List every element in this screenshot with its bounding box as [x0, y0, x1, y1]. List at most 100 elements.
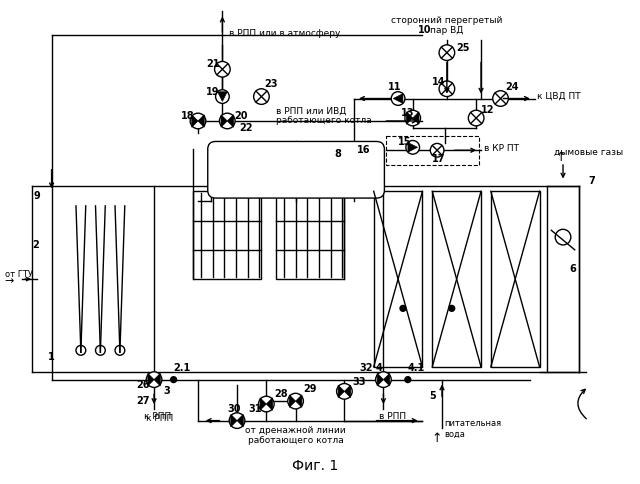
Circle shape — [405, 377, 411, 382]
Text: 17: 17 — [432, 154, 445, 164]
Polygon shape — [198, 115, 204, 127]
Circle shape — [493, 91, 508, 106]
Text: 9: 9 — [33, 191, 40, 201]
Text: сторонний перегретый: сторонний перегретый — [391, 16, 502, 25]
FancyBboxPatch shape — [208, 141, 385, 198]
Text: 19: 19 — [206, 87, 220, 97]
Text: 16: 16 — [357, 145, 371, 155]
Text: ↑: ↑ — [432, 432, 442, 445]
Circle shape — [405, 110, 420, 126]
Text: 4: 4 — [376, 363, 382, 373]
Bar — [276, 191, 344, 279]
Text: ↑: ↑ — [556, 151, 566, 164]
Circle shape — [391, 91, 405, 106]
Text: от ГТУ: от ГТУ — [4, 270, 33, 279]
Text: 20: 20 — [234, 111, 248, 121]
Circle shape — [216, 90, 229, 104]
Bar — [387, 136, 479, 165]
Polygon shape — [266, 398, 273, 410]
Circle shape — [288, 393, 303, 409]
Text: 21: 21 — [206, 60, 220, 69]
Polygon shape — [344, 385, 351, 397]
Circle shape — [229, 413, 245, 428]
Text: 27: 27 — [136, 396, 150, 406]
Circle shape — [259, 396, 274, 412]
Text: 8: 8 — [335, 149, 342, 159]
Polygon shape — [260, 398, 266, 410]
Text: вода: вода — [444, 430, 465, 439]
Text: 26: 26 — [136, 379, 150, 390]
Circle shape — [400, 305, 406, 311]
Circle shape — [406, 140, 420, 154]
Text: дымовые газы: дымовые газы — [554, 148, 623, 157]
Text: в РПП: в РПП — [378, 412, 406, 421]
Text: Фиг. 1: Фиг. 1 — [292, 459, 338, 473]
Polygon shape — [148, 373, 154, 386]
Polygon shape — [377, 373, 383, 386]
Circle shape — [376, 372, 391, 387]
Polygon shape — [394, 94, 403, 103]
Polygon shape — [154, 373, 160, 386]
Circle shape — [337, 383, 352, 399]
Circle shape — [449, 305, 454, 311]
Text: к ЦВД ПТ: к ЦВД ПТ — [537, 92, 580, 101]
Text: 14: 14 — [432, 77, 445, 87]
Circle shape — [439, 45, 454, 60]
Text: к РПП: к РПП — [147, 414, 173, 423]
Polygon shape — [289, 395, 296, 408]
Text: в КР ПТ: в КР ПТ — [484, 144, 519, 153]
Polygon shape — [192, 115, 198, 127]
Polygon shape — [338, 385, 344, 397]
Circle shape — [220, 113, 235, 129]
Circle shape — [214, 61, 230, 77]
Bar — [491, 191, 540, 367]
Polygon shape — [296, 395, 302, 408]
Polygon shape — [237, 414, 243, 427]
Text: 13: 13 — [401, 108, 415, 118]
Text: 29: 29 — [303, 384, 317, 394]
Text: 28: 28 — [274, 389, 288, 399]
Polygon shape — [221, 115, 227, 127]
Text: 4.1: 4.1 — [408, 363, 425, 373]
Text: 7: 7 — [588, 177, 595, 186]
Text: работающего котла: работающего котла — [276, 117, 372, 125]
Text: к РПП: к РПП — [144, 412, 172, 421]
Text: 5: 5 — [429, 391, 436, 401]
Text: 2.1: 2.1 — [173, 363, 191, 373]
Text: 2: 2 — [33, 240, 39, 250]
Text: работающего котла: работающего котла — [248, 436, 344, 445]
Text: 25: 25 — [456, 43, 470, 53]
Bar — [193, 191, 261, 279]
Text: от дренажной линии: от дренажной линии — [245, 426, 346, 435]
Bar — [374, 191, 422, 367]
Text: 12: 12 — [481, 105, 495, 115]
Text: 10: 10 — [417, 25, 431, 35]
Text: в РПП или ИВД: в РПП или ИВД — [276, 106, 346, 116]
Text: 15: 15 — [398, 137, 412, 148]
Bar — [432, 191, 481, 367]
Polygon shape — [406, 112, 413, 124]
Text: 18: 18 — [181, 111, 195, 121]
Text: 22: 22 — [239, 123, 253, 133]
Polygon shape — [227, 115, 234, 127]
Text: 6: 6 — [569, 264, 575, 274]
Text: пар ВД: пар ВД — [430, 26, 463, 35]
Polygon shape — [383, 373, 390, 386]
Text: 33: 33 — [352, 377, 365, 387]
Circle shape — [171, 377, 177, 382]
Circle shape — [430, 143, 444, 157]
Text: 11: 11 — [388, 82, 402, 92]
Text: 31: 31 — [249, 404, 262, 414]
Text: в РПП или в атмосферу: в РПП или в атмосферу — [229, 29, 340, 38]
Circle shape — [468, 110, 484, 126]
Polygon shape — [413, 112, 419, 124]
Circle shape — [439, 81, 454, 97]
Text: 23: 23 — [264, 79, 278, 89]
Text: 30: 30 — [227, 404, 241, 414]
Polygon shape — [231, 414, 237, 427]
Text: →: → — [4, 276, 14, 286]
Circle shape — [253, 89, 269, 105]
Text: 24: 24 — [506, 82, 519, 92]
Circle shape — [190, 113, 206, 129]
Circle shape — [147, 372, 162, 387]
